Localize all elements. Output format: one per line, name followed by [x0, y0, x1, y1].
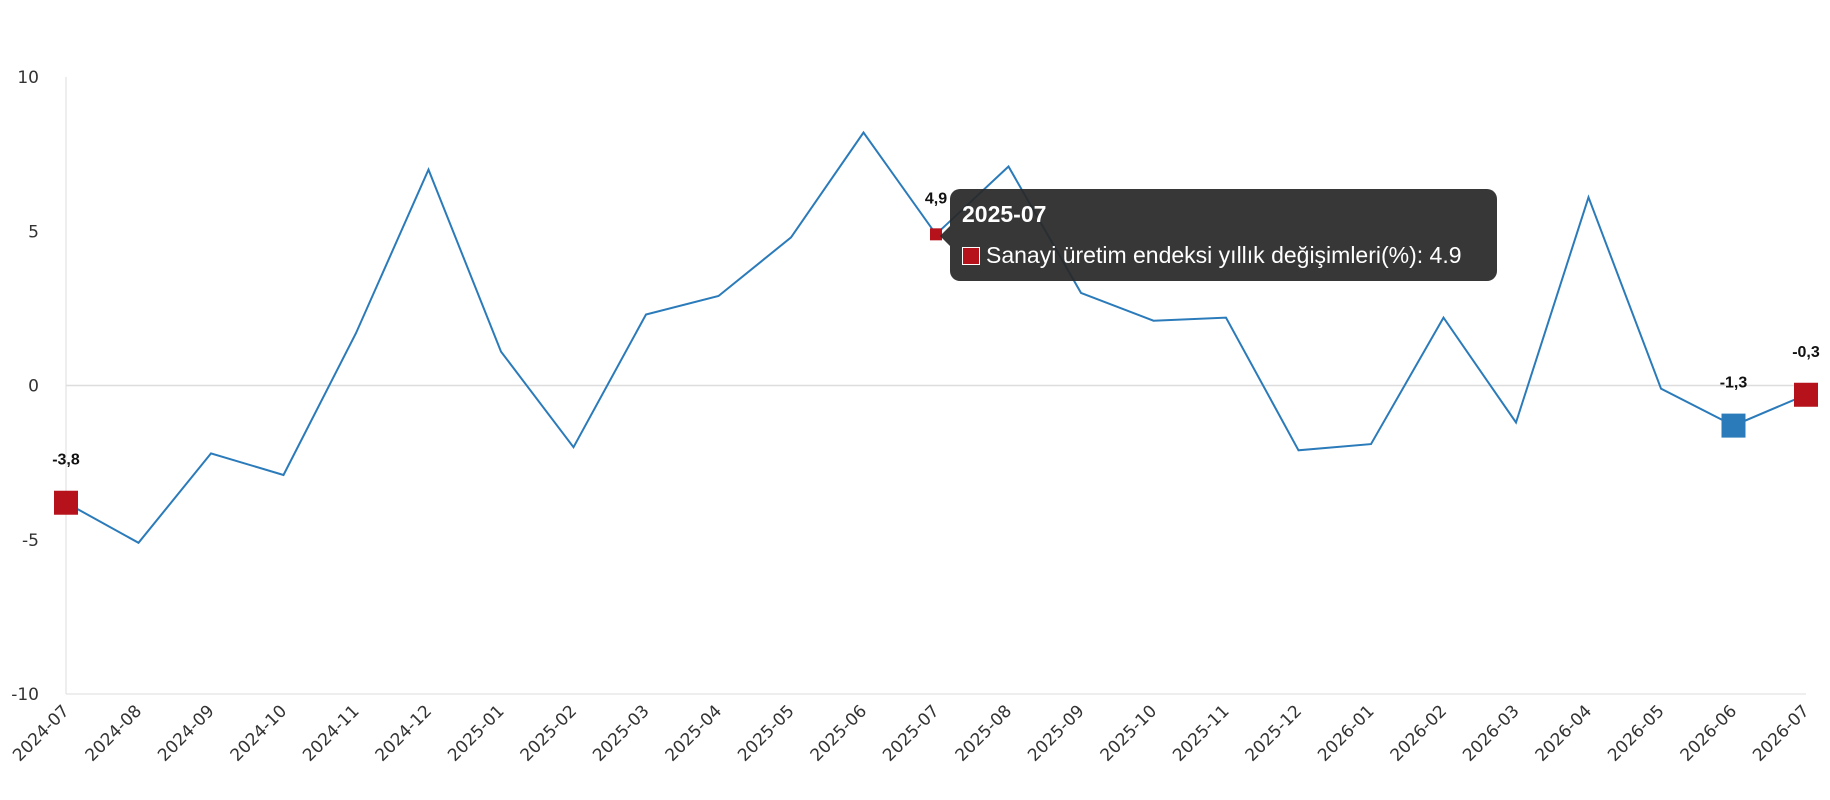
data-labels: -3,8 4,9 -1,3 -0,3 — [52, 190, 1820, 468]
x-tick-label: 2025-03 — [589, 701, 653, 765]
x-tick-label: 2024-10 — [227, 701, 291, 765]
tooltip-text: Sanayi üretim endeksi yıllık değişimleri… — [986, 242, 1462, 268]
data-label: -1,3 — [1720, 375, 1748, 392]
x-tick-label: 2025-06 — [807, 701, 871, 765]
x-tick-label: 2025-11 — [1169, 701, 1233, 765]
x-tick-label: 2025-10 — [1097, 701, 1161, 765]
x-tick-label: 2026-03 — [1459, 701, 1523, 765]
tooltip-title: 2025-07 — [962, 201, 1047, 227]
x-tick-label: 2026-05 — [1604, 701, 1668, 765]
y-tick-label: 10 — [17, 68, 39, 88]
tooltip-arrow — [940, 226, 950, 246]
tooltip: 2025-07 Sanayi üretim endeksi yıllık değ… — [940, 189, 1497, 281]
x-tick-label: 2024-08 — [82, 701, 146, 765]
x-tick-label: 2025-02 — [517, 701, 581, 765]
y-tick-label: 0 — [28, 377, 39, 397]
x-tick-label: 2026-07 — [1749, 701, 1813, 765]
tooltip-swatch — [962, 246, 980, 265]
highlight-marker[interactable] — [54, 490, 78, 515]
x-tick-label: 2025-09 — [1024, 701, 1088, 765]
x-tick-label: 2024-11 — [299, 701, 363, 765]
x-tick-label: 2024-09 — [154, 701, 218, 765]
y-tick-label: -10 — [11, 685, 39, 705]
data-label: -3,8 — [52, 452, 80, 469]
tooltip-row: Sanayi üretim endeksi yıllık değişimleri… — [962, 242, 1485, 269]
highlight-marker[interactable] — [1721, 413, 1746, 438]
x-tick-label: 2024-12 — [372, 701, 436, 765]
x-tick-label: 2025-04 — [662, 701, 726, 765]
x-tick-label: 2026-06 — [1677, 701, 1741, 765]
x-tick-label: 2025-12 — [1242, 701, 1306, 765]
highlight-marker[interactable] — [1794, 382, 1818, 407]
x-tick-label: 2025-08 — [952, 701, 1016, 765]
series — [54, 130, 1818, 545]
x-tick-label: 2025-07 — [879, 701, 943, 765]
x-tick-label: 2024-07 — [9, 701, 73, 765]
data-label: -0,3 — [1792, 344, 1820, 361]
x-tick-label: 2026-04 — [1532, 701, 1596, 765]
y-tick-label: 5 — [28, 222, 39, 242]
x-tick-label: 2026-02 — [1387, 701, 1451, 765]
data-label: 4,9 — [925, 190, 947, 207]
x-tick-label: 2025-05 — [734, 701, 798, 765]
x-tick-label: 2026-01 — [1314, 701, 1378, 765]
highlight-marker[interactable] — [930, 228, 942, 241]
x-tick-label: 2025-01 — [444, 701, 508, 765]
y-tick-label: -5 — [22, 531, 39, 551]
